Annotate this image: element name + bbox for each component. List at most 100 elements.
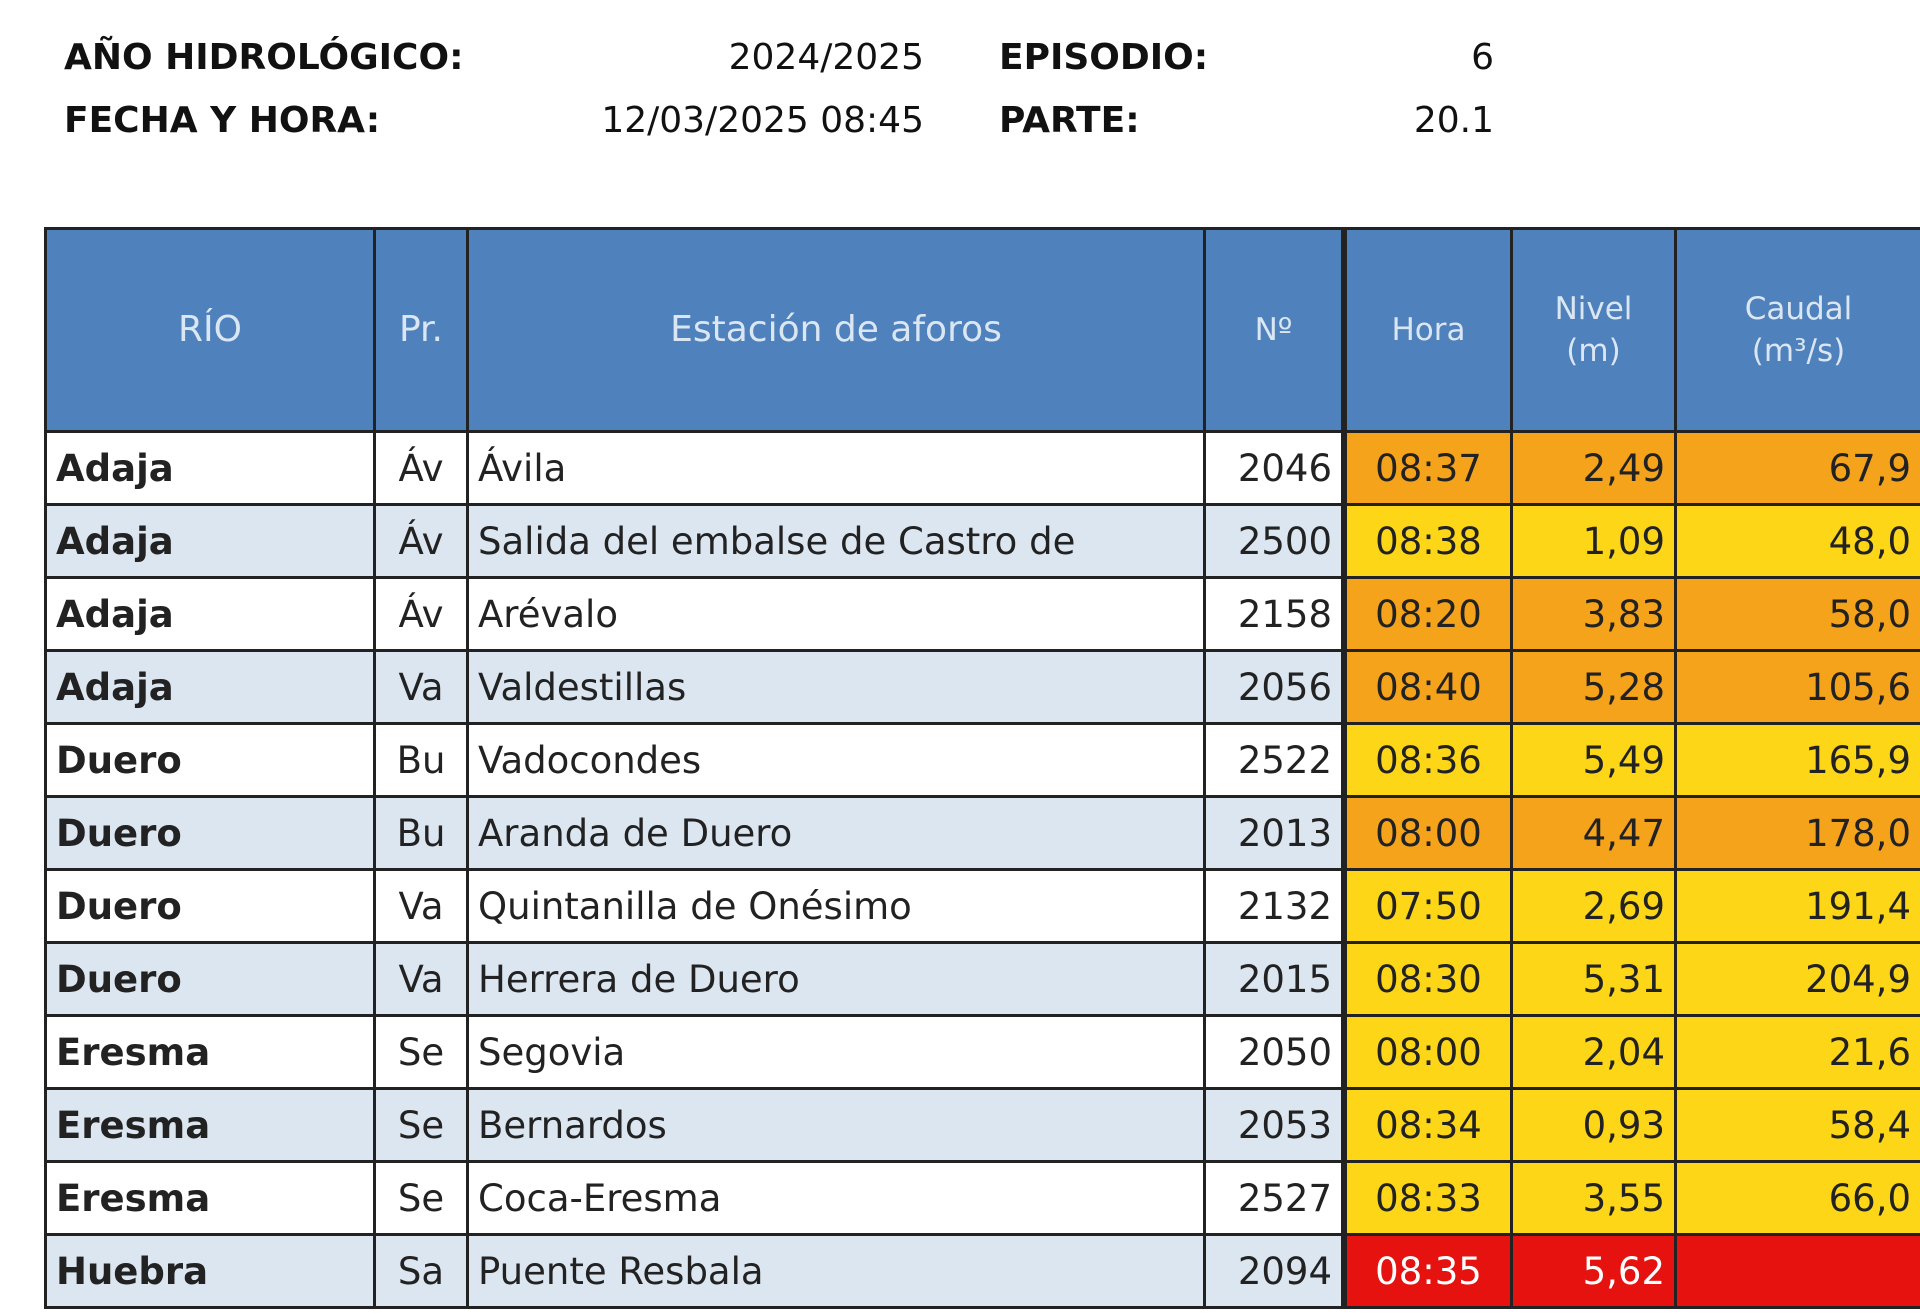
table-cell: 08:35 xyxy=(1347,1236,1513,1309)
table-cell: Bu xyxy=(376,798,469,871)
table-cell: Segovia xyxy=(469,1017,1206,1090)
table-cell: Coca-Eresma xyxy=(469,1163,1206,1236)
column-header: Caudal (m³/s) xyxy=(1677,227,1920,433)
table-cell: 2522 xyxy=(1206,725,1347,798)
table-cell: 2,04 xyxy=(1513,1017,1677,1090)
table-cell: 58,4 xyxy=(1677,1090,1920,1163)
table-cell: Adaja xyxy=(44,579,376,652)
table-cell: 66,0 xyxy=(1677,1163,1920,1236)
table-cell: Adaja xyxy=(44,652,376,725)
table-cell: 204,9 xyxy=(1677,944,1920,1017)
table-cell: Arévalo xyxy=(469,579,1206,652)
field-label: PARTE: xyxy=(999,100,1140,141)
table-cell: Eresma xyxy=(44,1017,376,1090)
table-cell: 105,6 xyxy=(1677,652,1920,725)
table-cell: 5,28 xyxy=(1513,652,1677,725)
table-cell: Bernardos xyxy=(469,1090,1206,1163)
column-header: Hora xyxy=(1347,227,1513,433)
table-cell: Sa xyxy=(376,1236,469,1309)
field-label: FECHA Y HORA: xyxy=(64,100,381,141)
table-cell: Eresma xyxy=(44,1090,376,1163)
table-cell: 2,49 xyxy=(1513,433,1677,506)
table-cell: 08:30 xyxy=(1347,944,1513,1017)
field-value: 2024/2025 xyxy=(728,37,924,78)
table-cell: Áv xyxy=(376,433,469,506)
table-cell: 08:20 xyxy=(1347,579,1513,652)
column-header: Estación de aforos xyxy=(469,227,1206,433)
table-cell: 165,9 xyxy=(1677,725,1920,798)
table-cell: 2500 xyxy=(1206,506,1347,579)
column-header: Nivel (m) xyxy=(1513,227,1677,433)
table-cell: 58,0 xyxy=(1677,579,1920,652)
table-cell: 2527 xyxy=(1206,1163,1347,1236)
table-cell: Va xyxy=(376,944,469,1017)
table-cell: 2050 xyxy=(1206,1017,1347,1090)
table-cell: 3,55 xyxy=(1513,1163,1677,1236)
table-cell: Duero xyxy=(44,871,376,944)
table-cell: 2015 xyxy=(1206,944,1347,1017)
table-cell: 5,62 xyxy=(1513,1236,1677,1309)
table-cell: Vadocondes xyxy=(469,725,1206,798)
table-cell: 2013 xyxy=(1206,798,1347,871)
column-header: Nº xyxy=(1206,227,1347,433)
table-cell: 07:50 xyxy=(1347,871,1513,944)
table-cell: 1,09 xyxy=(1513,506,1677,579)
table-cell: 08:34 xyxy=(1347,1090,1513,1163)
table-cell: Va xyxy=(376,652,469,725)
table-cell: 191,4 xyxy=(1677,871,1920,944)
table-cell: 21,6 xyxy=(1677,1017,1920,1090)
table-cell: 2056 xyxy=(1206,652,1347,725)
empty-cell xyxy=(1677,1236,1920,1309)
field-label: AÑO HIDROLÓGICO: xyxy=(64,37,464,78)
table-cell: Se xyxy=(376,1090,469,1163)
field-label: EPISODIO: xyxy=(999,37,1209,78)
table-cell: Duero xyxy=(44,798,376,871)
table-cell: 67,9 xyxy=(1677,433,1920,506)
table-cell: 08:40 xyxy=(1347,652,1513,725)
table-cell: 5,31 xyxy=(1513,944,1677,1017)
table-cell: 2046 xyxy=(1206,433,1347,506)
table-cell: 3,83 xyxy=(1513,579,1677,652)
table-cell: Huebra xyxy=(44,1236,376,1309)
table-cell: Duero xyxy=(44,725,376,798)
table-cell: Quintanilla de Onésimo xyxy=(469,871,1206,944)
table-cell: 08:38 xyxy=(1347,506,1513,579)
table-cell: Va xyxy=(376,871,469,944)
column-header: RÍO xyxy=(44,227,376,433)
column-header: Pr. xyxy=(376,227,469,433)
table-cell: 0,93 xyxy=(1513,1090,1677,1163)
table-cell: Aranda de Duero xyxy=(469,798,1206,871)
table-cell: 08:36 xyxy=(1347,725,1513,798)
field-value: 20.1 xyxy=(1413,100,1494,141)
table-cell: Duero xyxy=(44,944,376,1017)
table-cell: 08:33 xyxy=(1347,1163,1513,1236)
table-cell: 08:00 xyxy=(1347,1017,1513,1090)
table-cell: Valdestillas xyxy=(469,652,1206,725)
table-cell: Bu xyxy=(376,725,469,798)
table-cell: Ávila xyxy=(469,433,1206,506)
field-value: 12/03/2025 08:45 xyxy=(601,100,924,141)
table-cell: Salida del embalse de Castro de xyxy=(469,506,1206,579)
table-cell: 48,0 xyxy=(1677,506,1920,579)
table-cell: Eresma xyxy=(44,1163,376,1236)
table-cell: 5,49 xyxy=(1513,725,1677,798)
table-cell: 178,0 xyxy=(1677,798,1920,871)
table-cell: Adaja xyxy=(44,506,376,579)
field-value: 6 xyxy=(1471,37,1494,78)
table-cell: 2132 xyxy=(1206,871,1347,944)
table-cell: Áv xyxy=(376,579,469,652)
table-cell: Adaja xyxy=(44,433,376,506)
table-cell: 2053 xyxy=(1206,1090,1347,1163)
table-cell: Se xyxy=(376,1017,469,1090)
table-cell: 2,69 xyxy=(1513,871,1677,944)
table-cell: 4,47 xyxy=(1513,798,1677,871)
table-cell: Se xyxy=(376,1163,469,1236)
table-cell: Herrera de Duero xyxy=(469,944,1206,1017)
table-cell: 08:00 xyxy=(1347,798,1513,871)
table-cell: 2094 xyxy=(1206,1236,1347,1309)
table-cell: Puente Resbala xyxy=(469,1236,1206,1309)
table-cell: 08:37 xyxy=(1347,433,1513,506)
table-cell: 2158 xyxy=(1206,579,1347,652)
table-cell: Áv xyxy=(376,506,469,579)
